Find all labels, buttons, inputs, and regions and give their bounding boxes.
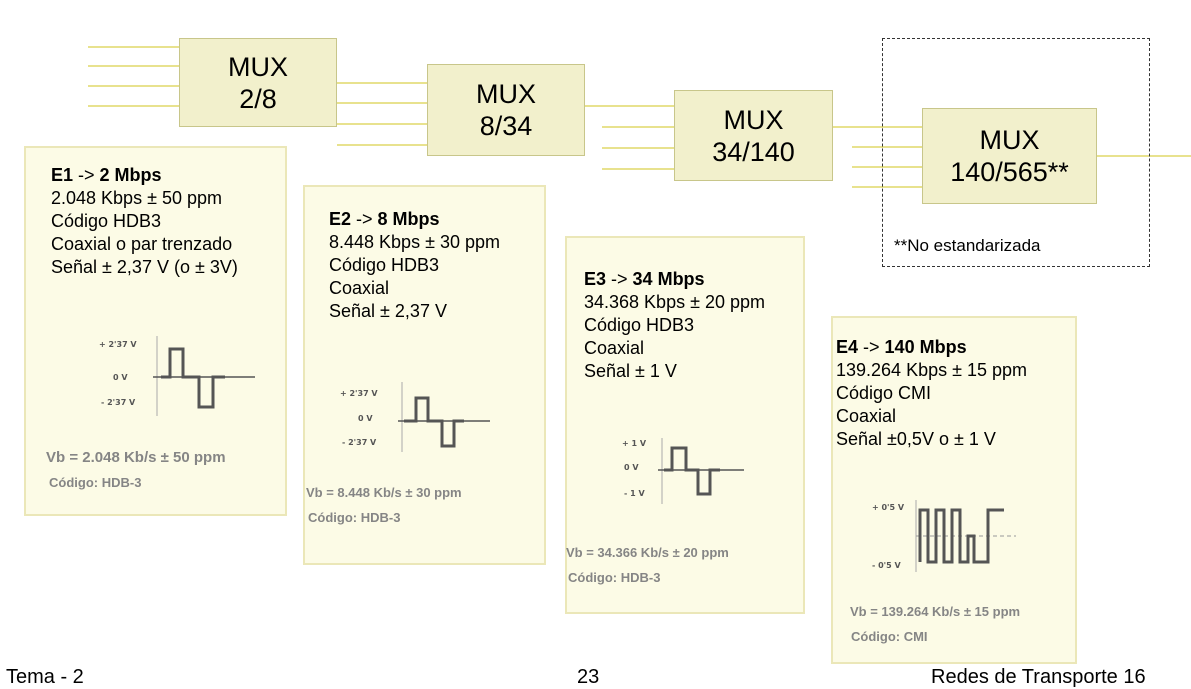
e3-caption-code: Código: HDB-3: [568, 570, 661, 585]
e2-card: [303, 185, 546, 565]
e2-caption-vb: Vb = 8.448 Kb/s ± 30 ppm: [306, 485, 462, 500]
e1-caption-vb: Vb = 2.048 Kb/s ± 50 ppm: [46, 449, 226, 466]
e1-card: [24, 146, 287, 516]
wave-label-neg: - 0'5 V: [872, 561, 901, 570]
wave-label-neg: - 2'37 V: [342, 438, 377, 447]
e4-spec-line: Coaxial: [836, 406, 897, 426]
e2-spec-line: 8.448 Kbps ± 30 ppm: [329, 232, 500, 252]
e4-spec-line: Código CMI: [836, 383, 932, 403]
e4-cmi-waveform: + 0'5 V - 0'5 V: [872, 500, 1016, 572]
e3-hdb3-waveform: + 1 V 0 V - 1 V: [622, 438, 744, 504]
e4-caption-code: Código: CMI: [851, 629, 928, 644]
mux-2-8-block: MUX 2/8: [179, 38, 337, 127]
e4-heading: E4 -> 140 Mbps: [836, 337, 967, 357]
wave-label-zero: 0 V: [624, 463, 639, 472]
e3-card: [565, 236, 805, 614]
wave-label-zero: 0 V: [358, 414, 373, 423]
mux-title: MUX: [979, 125, 1040, 155]
e1-spec-line: Señal ± 2,37 V (o ± 3V): [51, 257, 238, 277]
e2-spec-line: Señal ± 2,37 V: [329, 301, 447, 321]
mux-8-34-block: MUX 8/34: [427, 64, 585, 156]
mux-34-140-block: MUX 34/140: [674, 90, 833, 181]
e1-spec-line: Coaxial o par trenzado: [51, 234, 233, 254]
wave-label-zero: 0 V: [113, 373, 128, 382]
non-standard-frame: [882, 38, 1150, 267]
wave-label-pos: + 0'5 V: [872, 503, 905, 512]
mux-140-565-block: MUX 140/565**: [922, 108, 1097, 204]
e2-heading: E2 -> 8 Mbps: [329, 209, 440, 229]
footer-left: Tema - 2: [6, 666, 84, 688]
non-standard-note: **No estandarizada: [894, 236, 1041, 255]
e4-caption-vb: Vb = 139.264 Kb/s ± 15 ppm: [850, 604, 1021, 619]
e2-spec-line: Coaxial: [329, 278, 390, 298]
e4-spec-line: Señal ±0,5V o ± 1 V: [836, 429, 996, 449]
mux-ratio: 8/34: [479, 111, 533, 141]
e1-specs: E1 -> 2 Mbps 2.048 Kbps ± 50 ppm Código …: [51, 164, 238, 279]
e1-spec-line: Código HDB3: [51, 211, 162, 231]
wave-label-neg: - 2'37 V: [101, 398, 136, 407]
mux-ratio: 140/565**: [950, 157, 1069, 187]
e3-caption-vb: Vb = 34.366 Kb/s ± 20 ppm: [566, 545, 729, 560]
wave-label-pos: + 2'37 V: [340, 389, 378, 398]
e3-spec-line: Señal ± 1 V: [584, 361, 677, 381]
e4-spec-line: 139.264 Kbps ± 15 ppm: [836, 360, 1028, 380]
e2-caption-code: Código: HDB-3: [308, 510, 401, 525]
e4-specs: E4 -> 140 Mbps 139.264 Kbps ± 15 ppm Cód…: [836, 336, 1027, 451]
mux-title: MUX: [723, 104, 784, 135]
e2-specs: E2 -> 8 Mbps 8.448 Kbps ± 30 ppm Código …: [329, 208, 500, 323]
e3-spec-line: Código HDB3: [584, 315, 695, 335]
footer-page-number: 23: [577, 666, 600, 688]
e1-caption-code: Código: HDB-3: [49, 475, 142, 490]
wave-label-pos: + 1 V: [622, 439, 647, 448]
mux-title: MUX: [228, 51, 288, 82]
e4-card: [831, 316, 1077, 664]
e3-specs: E3 -> 34 Mbps 34.368 Kbps ± 20 ppm Códig…: [584, 268, 765, 383]
e3-spec-line: 34.368 Kbps ± 20 ppm: [584, 292, 766, 312]
e2-spec-line: Código HDB3: [329, 255, 440, 275]
wave-label-neg: - 1 V: [624, 489, 645, 498]
footer-right: Redes de Transporte 16: [931, 666, 1146, 688]
e1-spec-line: 2.048 Kbps ± 50 ppm: [51, 188, 222, 208]
mux-ratio: 34/140: [712, 136, 795, 167]
e1-heading: E1 -> 2 Mbps: [51, 165, 162, 185]
wave-label-pos: + 2'37 V: [99, 340, 137, 349]
e3-spec-line: Coaxial: [584, 338, 645, 358]
mux-ratio: 2/8: [239, 83, 277, 114]
e2-hdb3-waveform: + 2'37 V 0 V - 2'37 V: [340, 382, 490, 452]
mux-title: MUX: [476, 79, 536, 109]
e3-heading: E3 -> 34 Mbps: [584, 269, 705, 289]
e1-hdb3-waveform: + 2'37 V 0 V - 2'37 V: [99, 336, 255, 416]
